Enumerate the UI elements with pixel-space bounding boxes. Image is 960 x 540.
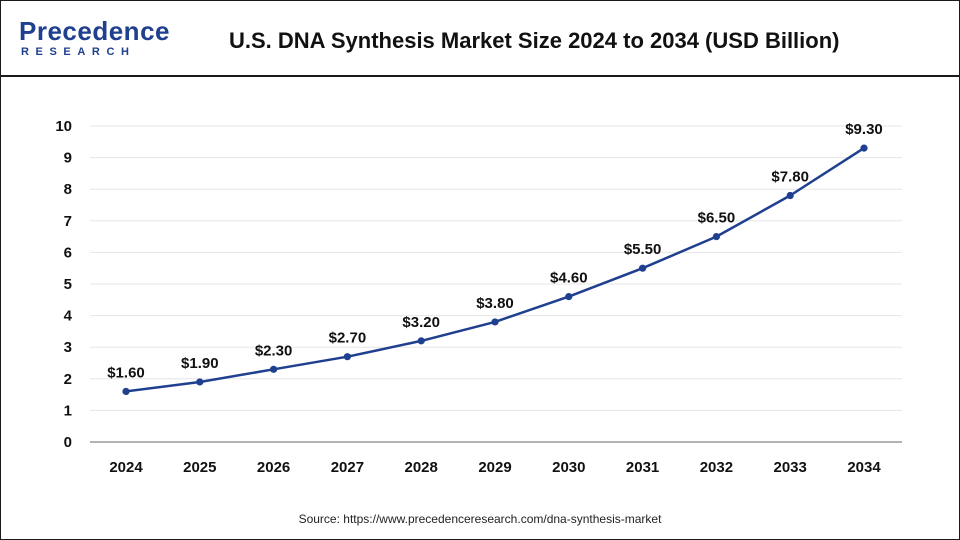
- data-label: $1.60: [107, 364, 145, 381]
- x-tick-label: 2027: [331, 459, 364, 476]
- data-point: [122, 387, 130, 396]
- y-tick-label: 5: [64, 276, 72, 293]
- x-tick-label: 2030: [552, 459, 585, 476]
- data-point: [196, 378, 204, 386]
- data-label: $3.20: [402, 314, 440, 331]
- chart-title: U.S. DNA Synthesis Market Size 2024 to 2…: [229, 28, 840, 53]
- logo-subtitle: RESEARCH: [21, 46, 136, 58]
- y-tick-label: 8: [64, 181, 72, 198]
- x-tick-label: 2024: [109, 459, 143, 476]
- x-tick-label: 2026: [257, 459, 290, 476]
- y-tick-label: 6: [64, 244, 72, 261]
- y-tick-labels: 0 1 2 3 4 5 6 7 8 9 10: [55, 118, 72, 451]
- x-tick-label: 2033: [774, 459, 807, 476]
- logo-wordmark: Precedence: [19, 16, 170, 46]
- series-line-group: [125, 147, 865, 393]
- data-label: $2.70: [329, 330, 367, 347]
- y-tick-label: 10: [55, 118, 72, 135]
- y-tick-label: 4: [64, 308, 73, 325]
- data-point: [860, 144, 868, 152]
- data-label: $3.80: [476, 295, 514, 312]
- data-point: [565, 293, 573, 301]
- y-tick-label: 1: [64, 402, 72, 419]
- data-label: $1.90: [181, 355, 219, 372]
- data-label: $9.30: [845, 121, 883, 138]
- header: Precedence RESEARCH U.S. DNA Synthesis M…: [1, 1, 959, 75]
- x-tick-label: 2025: [183, 459, 216, 476]
- y-tick-label: 3: [64, 339, 72, 356]
- data-label: $7.80: [771, 169, 809, 186]
- x-tick-label: 2032: [700, 459, 733, 476]
- data-points: [122, 144, 868, 396]
- y-tick-label: 2: [64, 371, 72, 388]
- data-labels: $1.60 $1.90 $2.30 $2.70 $3.20 $3.80 $4.60 $5.50…: [107, 121, 883, 381]
- y-tick-label: 7: [64, 213, 72, 230]
- data-point: [491, 318, 499, 326]
- header-divider: [1, 75, 959, 77]
- data-label: $2.30: [255, 342, 293, 359]
- data-label: $6.50: [698, 210, 736, 227]
- x-tick-labels: 2024 2025 2026 2027 2028 2029 2030 2031 2032 2033…: [109, 459, 881, 476]
- x-tick-label: 2034: [847, 459, 881, 476]
- data-label: $5.50: [624, 241, 662, 258]
- x-tick-label: 2028: [405, 459, 438, 476]
- source-note: Source: https://www.precedenceresearch.c…: [298, 512, 662, 526]
- data-label: $4.60: [550, 270, 588, 287]
- x-tick-label: 2031: [626, 459, 659, 476]
- x-tick-label: 2029: [478, 459, 511, 476]
- y-tick-label: 9: [64, 150, 72, 167]
- data-point: [270, 365, 278, 373]
- data-point: [343, 353, 351, 361]
- data-point: [639, 264, 647, 272]
- data-point: [712, 233, 721, 241]
- precedence-research-logo: Precedence RESEARCH: [19, 17, 169, 63]
- data-point: [786, 191, 794, 200]
- series-line: [125, 147, 865, 393]
- data-point: [417, 337, 425, 345]
- y-tick-label: 0: [64, 434, 72, 451]
